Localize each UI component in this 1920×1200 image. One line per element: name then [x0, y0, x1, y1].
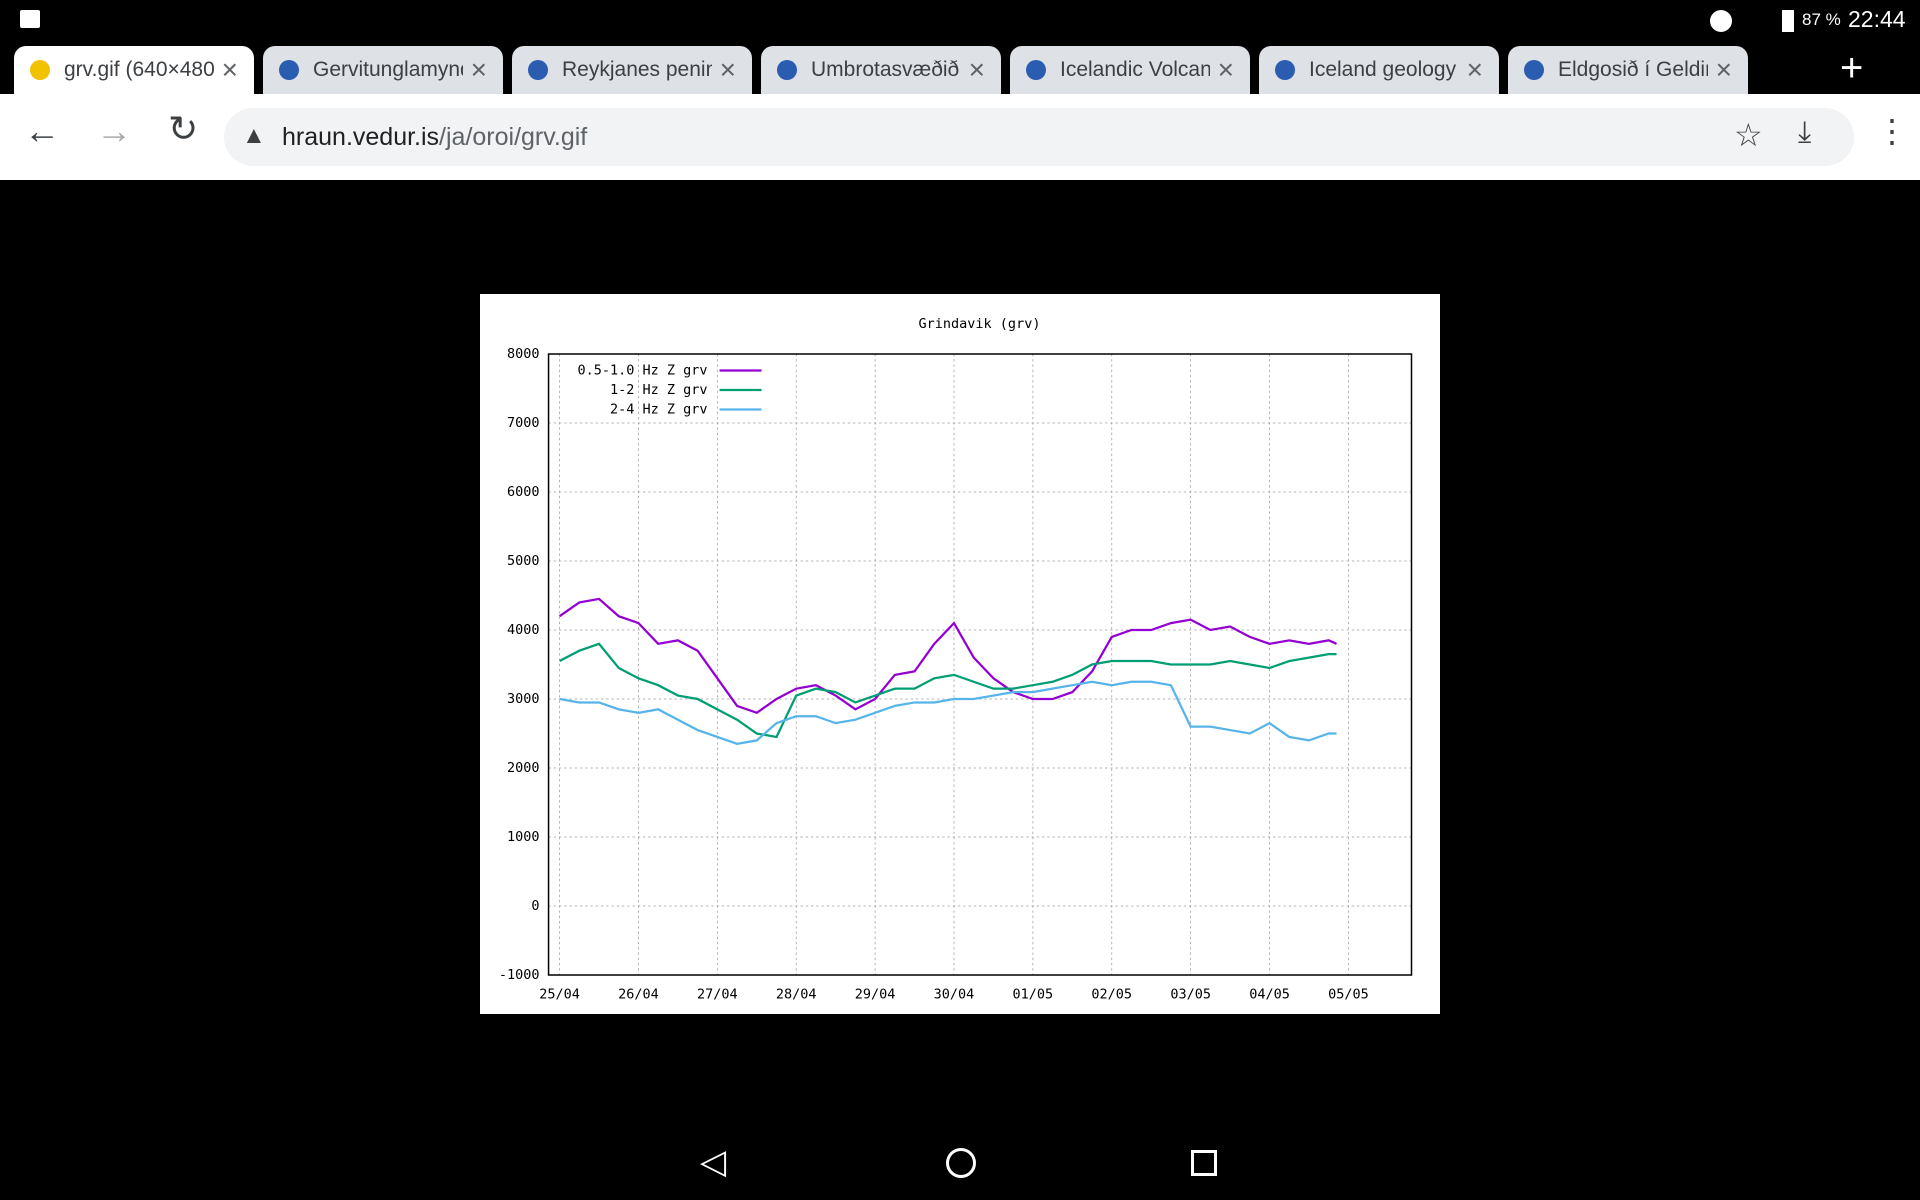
back-button[interactable]: ← [24, 110, 60, 151]
y-tick-label: 2000 [507, 760, 540, 776]
tab-close[interactable]: × [968, 54, 985, 85]
legend-label: 1-2 Hz Z grv [610, 382, 708, 398]
tab-close[interactable]: × [221, 54, 238, 85]
y-tick-label: 5000 [507, 553, 540, 569]
tab[interactable]: Umbrotasvæðið × [761, 46, 1001, 94]
nav-back[interactable]: ◁ [700, 1143, 727, 1181]
omnibox[interactable]: ▲ hraun.vedur.is/ja/oroi/grv.gif ☆ ⤓ [224, 108, 1854, 166]
x-tick-label: 30/04 [934, 987, 975, 1003]
chart-title: Grindavik (grv) [919, 316, 1041, 332]
battery-icon [1782, 10, 1794, 32]
url-host: hraun.vedur.is [282, 123, 440, 151]
x-tick-label: 27/04 [697, 987, 738, 1003]
tab[interactable]: Icelandic Volcan × [1010, 46, 1250, 94]
tab-close[interactable]: × [1217, 54, 1234, 85]
forward-button[interactable]: → [96, 110, 132, 151]
tab-favicon [30, 60, 50, 80]
status-bar: 87 % 22:44 [0, 0, 1920, 46]
series-line [558, 597, 1338, 715]
tab-favicon [1524, 60, 1544, 80]
new-tab[interactable]: + [1840, 46, 1864, 90]
tab-close[interactable]: × [470, 54, 487, 85]
x-tick-label: 02/05 [1091, 987, 1132, 1003]
nav-bar: ◁ [0, 1128, 1920, 1200]
tab-favicon [777, 60, 797, 80]
tab-favicon [279, 60, 299, 80]
tab-title: Umbrotasvæðið [811, 58, 960, 81]
tab[interactable]: grv.gif (640×480 × [14, 46, 254, 94]
x-tick-label: 28/04 [776, 987, 817, 1003]
menu-button[interactable]: ⋮ [1876, 113, 1908, 149]
url: hraun.vedur.is/ja/oroi/grv.gif [282, 123, 587, 152]
bookmark-star[interactable]: ☆ [1734, 117, 1763, 153]
tab-title: Eldgosið í Geldin [1558, 58, 1708, 81]
tab-title: Icelandic Volcan [1060, 58, 1210, 81]
tab-close[interactable]: × [719, 54, 736, 85]
tab-title: grv.gif (640×480 [64, 58, 214, 81]
download-button[interactable]: ⤓ [1798, 116, 1812, 149]
toolbar: ← → ↻ ▲ hraun.vedur.is/ja/oroi/grv.gif ☆… [0, 94, 1920, 180]
x-tick-label: 29/04 [855, 987, 896, 1003]
x-tick-label: 01/05 [1013, 987, 1054, 1003]
x-tick-label: 25/04 [539, 987, 580, 1003]
clock: 22:44 [1848, 6, 1906, 32]
y-tick-label: 4000 [507, 622, 540, 638]
url-path: /ja/oroi/grv.gif [439, 123, 588, 151]
legend-label: 2-4 Hz Z grv [610, 402, 708, 418]
tab-favicon [528, 60, 548, 80]
tab-title: Reykjanes penin [562, 58, 712, 81]
nav-home[interactable] [946, 1148, 976, 1178]
tab[interactable]: Reykjanes penin × [512, 46, 752, 94]
tab[interactable]: Iceland geology × [1259, 46, 1499, 94]
tab-close[interactable]: × [1715, 54, 1732, 85]
tab-title: Gervitunglamynd [313, 58, 463, 81]
tab-title: Iceland geology [1309, 58, 1457, 81]
y-tick-label: 8000 [507, 346, 540, 362]
chart: Grindavik (grv) -1000 0 1000 2000 3000 4000 50… [480, 294, 1440, 1014]
x-tick-label: 26/04 [618, 987, 659, 1003]
x-tick-label: 03/05 [1170, 987, 1211, 1003]
y-tick-label: 7000 [507, 415, 540, 431]
warning-icon: ▲ [242, 122, 266, 149]
tab-favicon [1275, 60, 1295, 80]
tab[interactable]: Eldgosið í Geldin × [1508, 46, 1748, 94]
y-tick-label: 6000 [507, 484, 540, 500]
reload-button[interactable]: ↻ [168, 108, 199, 149]
tab-close[interactable]: × [1466, 54, 1483, 85]
tab[interactable]: Gervitunglamynd × [263, 46, 503, 94]
x-tick-label: 05/05 [1328, 987, 1369, 1003]
battery-text: 87 % [1802, 10, 1841, 29]
y-tick-label: 1000 [507, 829, 540, 845]
dnd-icon [1710, 10, 1732, 32]
y-tick-label: 3000 [507, 691, 540, 707]
x-tick-label: 04/05 [1249, 987, 1290, 1003]
legend-label: 0.5-1.0 Hz Z grv [578, 363, 708, 379]
nav-recents[interactable] [1191, 1150, 1217, 1176]
series-line [559, 642, 1337, 739]
y-tick-label: 0 [531, 898, 539, 914]
y-tick-label: -1000 [499, 967, 540, 983]
tab-favicon [1026, 60, 1046, 80]
notification-icon [20, 10, 40, 28]
chart-background [480, 294, 1440, 1014]
plot-frame [547, 353, 1413, 976]
series-line [559, 680, 1337, 746]
